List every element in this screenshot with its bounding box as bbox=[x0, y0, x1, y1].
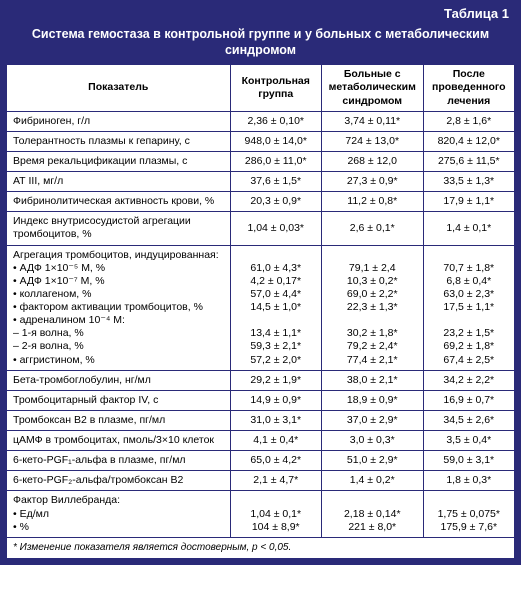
param-cell: Фактор Виллебранда:• Ед/мл• % bbox=[7, 491, 231, 537]
param-cell: 6-кето-PGF₂-альфа/тромбоксан В2 bbox=[7, 471, 231, 491]
value-cell-patients: 724 ± 13,0* bbox=[321, 131, 423, 151]
value-cell-after: 1,4 ± 0,1* bbox=[423, 212, 514, 245]
value-cell-patients: 2,6 ± 0,1* bbox=[321, 212, 423, 245]
table-row: Время рекальцификации плазмы, с286,0 ± 1… bbox=[7, 151, 515, 171]
value-cell-control: 1,04 ± 0,03* bbox=[230, 212, 321, 245]
value-cell-after: 17,9 ± 1,1* bbox=[423, 192, 514, 212]
param-cell: Тромбоцитарный фактор IV, с bbox=[7, 390, 231, 410]
value-cell-control: 1,04 ± 0,1*104 ± 8,9* bbox=[230, 491, 321, 537]
value-cell-control: 31,0 ± 3,1* bbox=[230, 410, 321, 430]
footnote: * Изменение показателя является достовер… bbox=[7, 537, 515, 559]
hemostasis-table: Показатель Контрольная группа Больные с … bbox=[6, 64, 515, 559]
value-cell-patients: 11,2 ± 0,8* bbox=[321, 192, 423, 212]
table-row: Толерантность плазмы к гепарину, с948,0 … bbox=[7, 131, 515, 151]
table-row: 6-кето-PGF₁-альфа в плазме, пг/мл65,0 ± … bbox=[7, 451, 515, 471]
table-row: цАМФ в тромбоцитах, пмоль/3×10 клеток4,1… bbox=[7, 431, 515, 451]
table-row: Бета-тромбоглобулин, нг/мл29,2 ± 1,9*38,… bbox=[7, 370, 515, 390]
value-cell-after: 1,75 ± 0,075*175,9 ± 7,6* bbox=[423, 491, 514, 537]
param-cell: Фибринолитическая активность крови, % bbox=[7, 192, 231, 212]
table-row: Агрегация тромбоцитов, индуцированная:• … bbox=[7, 245, 515, 370]
value-cell-after: 2,8 ± 1,6* bbox=[423, 111, 514, 131]
table-row: АТ III, мг/л37,6 ± 1,5*27,3 ± 0,9*33,5 ±… bbox=[7, 172, 515, 192]
value-cell-patients: 38,0 ± 2,1* bbox=[321, 370, 423, 390]
table-row: Тромбоцитарный фактор IV, с14,9 ± 0,9*18… bbox=[7, 390, 515, 410]
param-cell: Бета-тромбоглобулин, нг/мл bbox=[7, 370, 231, 390]
value-cell-control: 37,6 ± 1,5* bbox=[230, 172, 321, 192]
header-row: Показатель Контрольная группа Больные с … bbox=[7, 65, 515, 111]
value-cell-control: 14,9 ± 0,9* bbox=[230, 390, 321, 410]
table-card: Таблица 1 Система гемостаза в контрольно… bbox=[0, 0, 521, 565]
value-cell-control: 286,0 ± 11,0* bbox=[230, 151, 321, 171]
value-cell-after: 34,2 ± 2,2* bbox=[423, 370, 514, 390]
value-cell-after: 3,5 ± 0,4* bbox=[423, 431, 514, 451]
param-cell: Агрегация тромбоцитов, индуцированная:• … bbox=[7, 245, 231, 370]
value-cell-patients: 3,0 ± 0,3* bbox=[321, 431, 423, 451]
table-row: Фибринолитическая активность крови, %20,… bbox=[7, 192, 515, 212]
table-row: Индекс внутрисосудистой агрегации тромбо… bbox=[7, 212, 515, 245]
table-row: Фактор Виллебранда:• Ед/мл• % 1,04 ± 0,1… bbox=[7, 491, 515, 537]
table-row: Тромбоксан В2 в плазме, пг/мл31,0 ± 3,1*… bbox=[7, 410, 515, 430]
value-cell-patients: 2,18 ± 0,14*221 ± 8,0* bbox=[321, 491, 423, 537]
value-cell-after: 59,0 ± 3,1* bbox=[423, 451, 514, 471]
value-cell-after: 820,4 ± 12,0* bbox=[423, 131, 514, 151]
col-header-control: Контрольная группа bbox=[230, 65, 321, 111]
value-cell-patients: 1,4 ± 0,2* bbox=[321, 471, 423, 491]
param-cell: Время рекальцификации плазмы, с bbox=[7, 151, 231, 171]
col-header-after: После проведенного лечения bbox=[423, 65, 514, 111]
value-cell-control: 20,3 ± 0,9* bbox=[230, 192, 321, 212]
value-cell-patients: 37,0 ± 2,9* bbox=[321, 410, 423, 430]
col-header-patients: Больные с метаболическим синдромом bbox=[321, 65, 423, 111]
table-number: Таблица 1 bbox=[6, 4, 515, 25]
param-cell: 6-кето-PGF₁-альфа в плазме, пг/мл bbox=[7, 451, 231, 471]
value-cell-control: 4,1 ± 0,4* bbox=[230, 431, 321, 451]
table-row: 6-кето-PGF₂-альфа/тромбоксан В22,1 ± 4,7… bbox=[7, 471, 515, 491]
param-cell: Фибриноген, г/л bbox=[7, 111, 231, 131]
value-cell-patients: 18,9 ± 0,9* bbox=[321, 390, 423, 410]
value-cell-control: 2,36 ± 0,10* bbox=[230, 111, 321, 131]
footnote-row: * Изменение показателя является достовер… bbox=[7, 537, 515, 559]
value-cell-patients: 51,0 ± 2,9* bbox=[321, 451, 423, 471]
value-cell-control: 948,0 ± 14,0* bbox=[230, 131, 321, 151]
value-cell-control: 61,0 ± 4,3*4,2 ± 0,17*57,0 ± 4,4*14,5 ± … bbox=[230, 245, 321, 370]
param-cell: Толерантность плазмы к гепарину, с bbox=[7, 131, 231, 151]
param-cell: АТ III, мг/л bbox=[7, 172, 231, 192]
value-cell-patients: 3,74 ± 0,11* bbox=[321, 111, 423, 131]
value-cell-after: 34,5 ± 2,6* bbox=[423, 410, 514, 430]
param-cell: Индекс внутрисосудистой агрегации тромбо… bbox=[7, 212, 231, 245]
param-cell: Тромбоксан В2 в плазме, пг/мл bbox=[7, 410, 231, 430]
table-title: Система гемостаза в контрольной группе и… bbox=[6, 25, 515, 64]
value-cell-after: 16,9 ± 0,7* bbox=[423, 390, 514, 410]
value-cell-after: 33,5 ± 1,3* bbox=[423, 172, 514, 192]
value-cell-patients: 268 ± 12,0 bbox=[321, 151, 423, 171]
value-cell-patients: 27,3 ± 0,9* bbox=[321, 172, 423, 192]
table-row: Фибриноген, г/л2,36 ± 0,10*3,74 ± 0,11*2… bbox=[7, 111, 515, 131]
col-header-param: Показатель bbox=[7, 65, 231, 111]
value-cell-control: 29,2 ± 1,9* bbox=[230, 370, 321, 390]
value-cell-after: 275,6 ± 11,5* bbox=[423, 151, 514, 171]
value-cell-control: 65,0 ± 4,2* bbox=[230, 451, 321, 471]
param-cell: цАМФ в тромбоцитах, пмоль/3×10 клеток bbox=[7, 431, 231, 451]
value-cell-control: 2,1 ± 4,7* bbox=[230, 471, 321, 491]
value-cell-after: 1,8 ± 0,3* bbox=[423, 471, 514, 491]
value-cell-after: 70,7 ± 1,8*6,8 ± 0,4*63,0 ± 2,3*17,5 ± 1… bbox=[423, 245, 514, 370]
value-cell-patients: 79,1 ± 2,410,3 ± 0,2*69,0 ± 2,2*22,3 ± 1… bbox=[321, 245, 423, 370]
